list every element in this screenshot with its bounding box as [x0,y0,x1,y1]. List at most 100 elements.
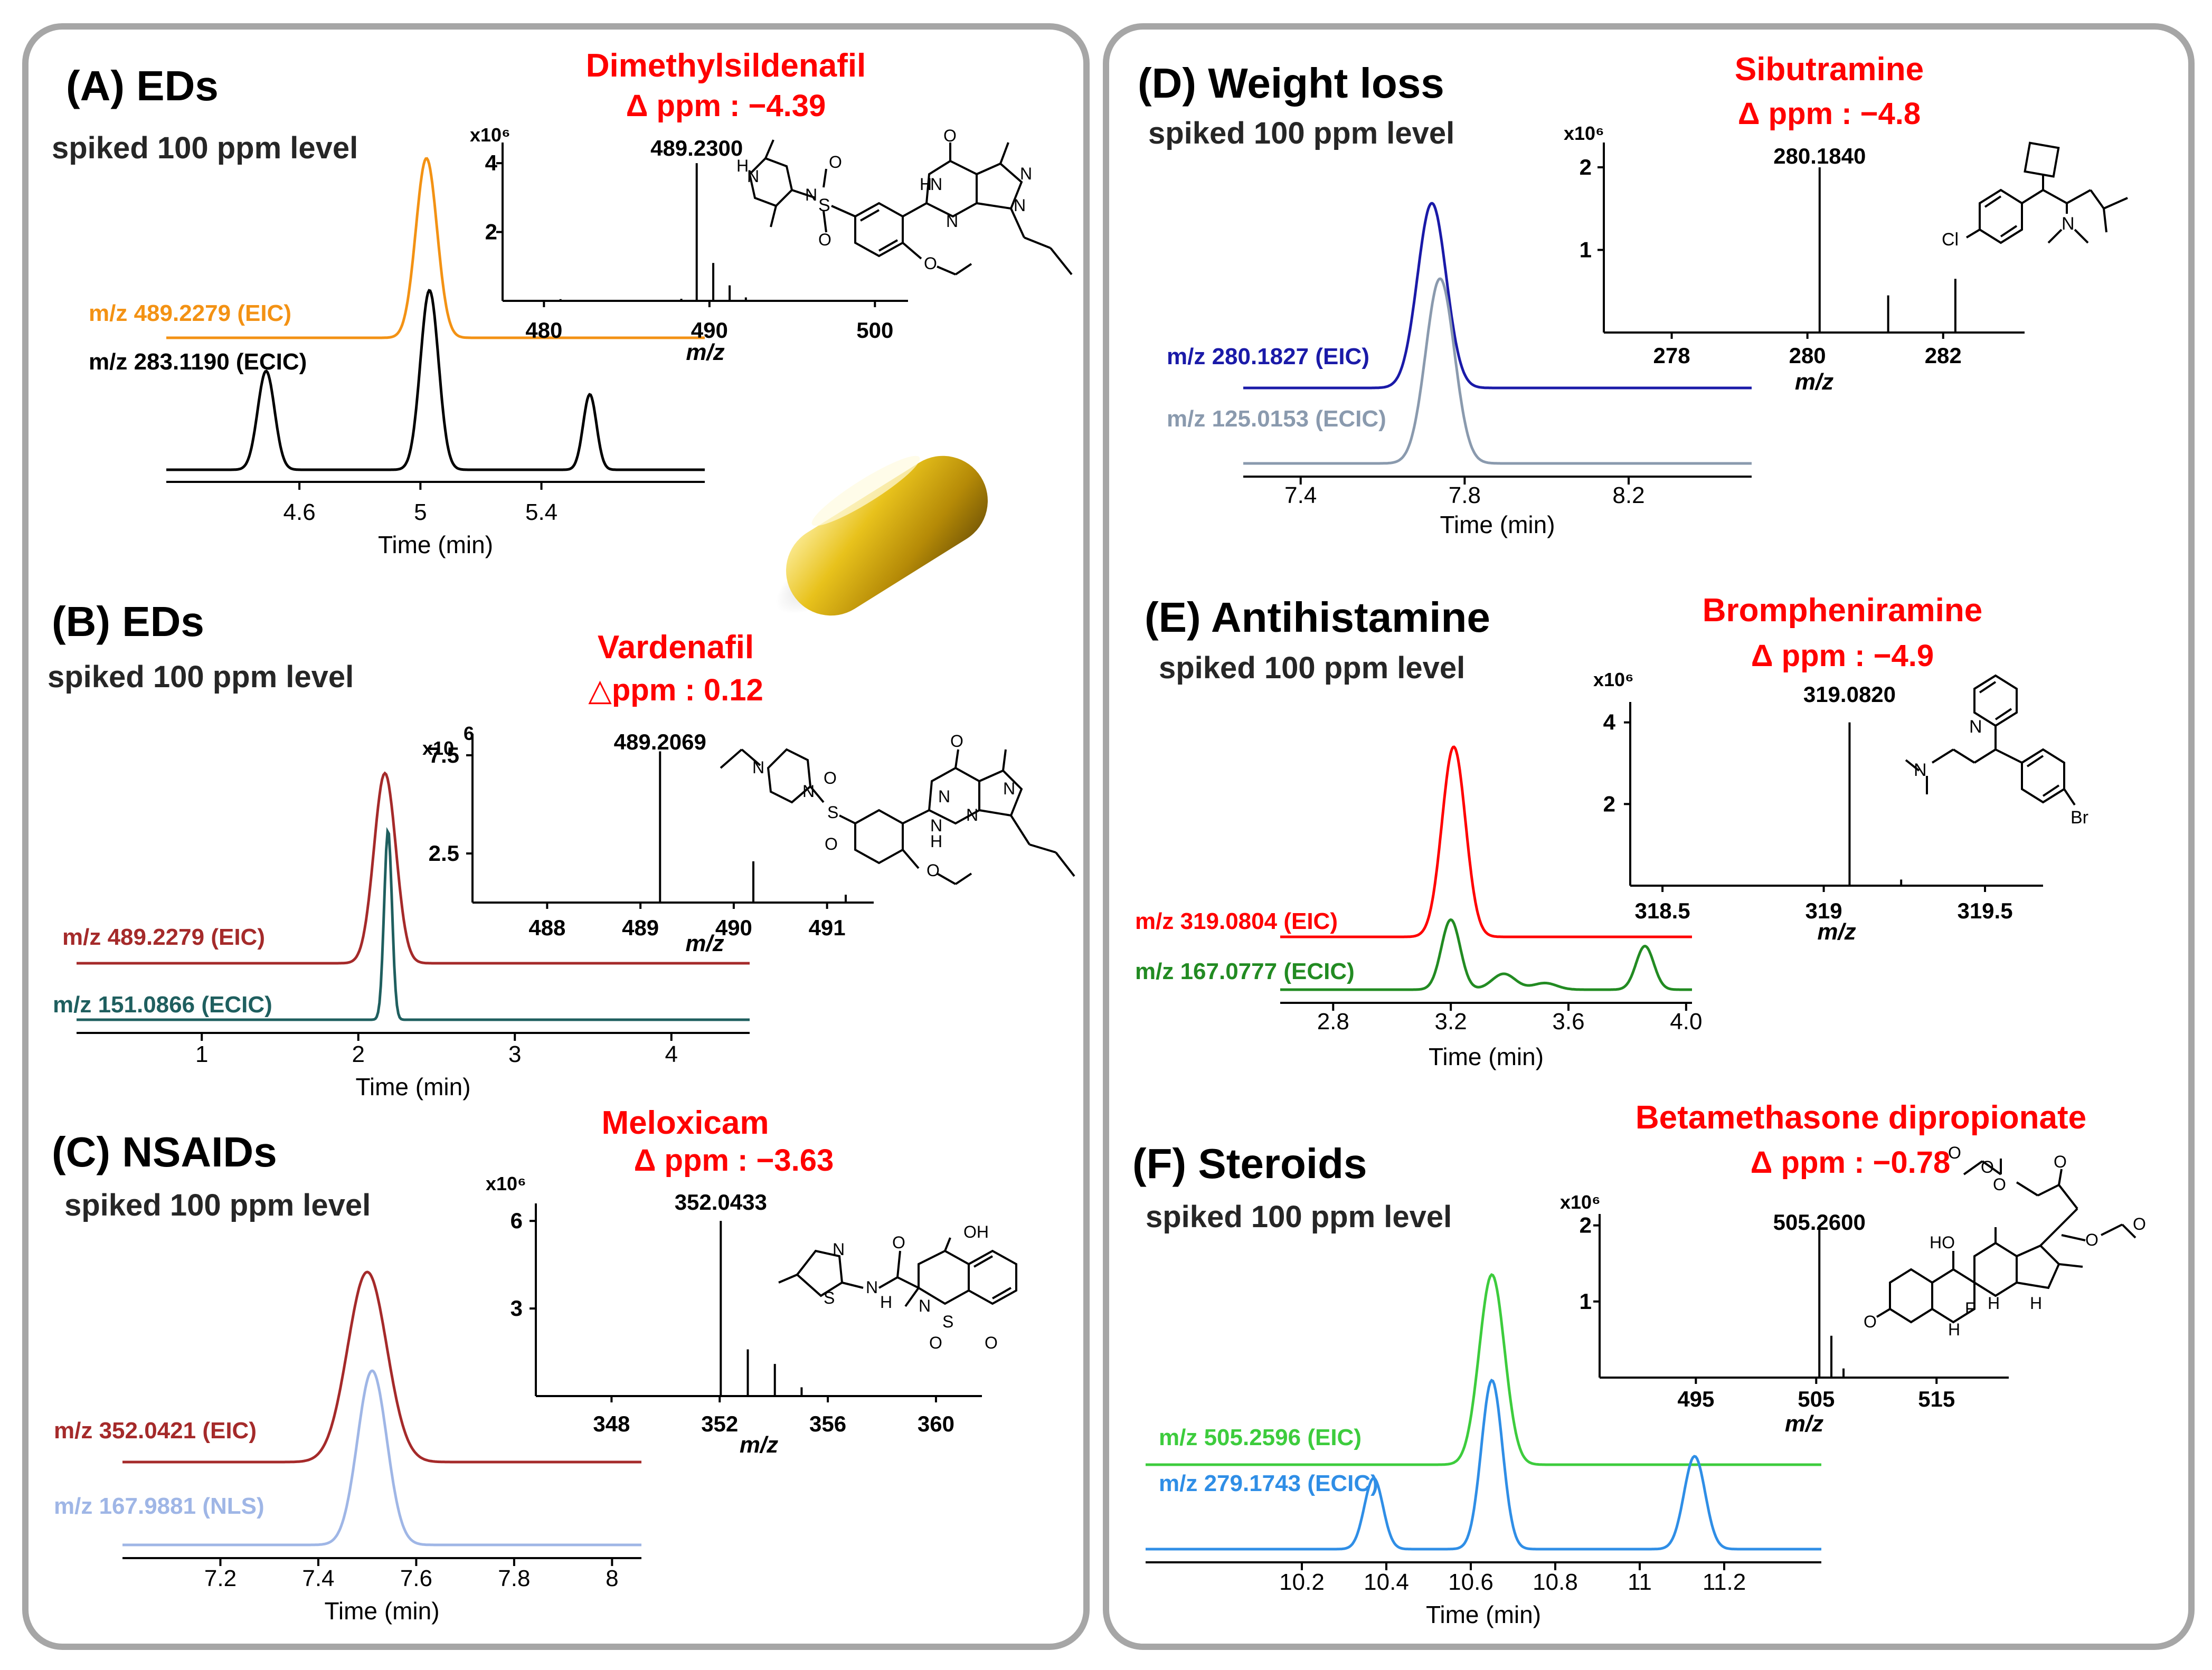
trace-ecic [1243,277,1752,465]
spectrum-x-tick-label: 318.5 [1635,898,1690,923]
panel-F: (F) Steroids spiked 100 ppm level Betame… [1132,1099,2086,1234]
x-tick-label: 2.8 [1317,1009,1349,1035]
x-tick-label: 10.4 [1364,1569,1409,1595]
panel-D: (D) Weight loss spiked 100 ppm level Sib… [1138,51,1924,150]
chromatogram: 2.8 3.2 3.6 4.0 Time (min) m/z 319.0804 (EIC)… [1135,745,1702,1070]
trace-ecic [1280,918,1692,991]
spectrum-x-tick-label: 319 [1805,898,1842,923]
delta-ppm: Δ ppm : −4.8 [1738,97,1921,131]
trace-label: m/z 319.0804 (EIC) [1135,908,1338,934]
trace-label: m/z 505.2596 (EIC) [1159,1425,1362,1450]
mass-spectrum: 348 352 356 360 3 6 352.0433 x10⁶ m/z [486,1173,982,1458]
atom-label: N [866,1278,878,1297]
spectrum-y-tick-label: 2 [1580,1213,1592,1238]
panel-C-charts: 7.2 7.4 7.6 7.8 8 Time (min) m/z 352.0421 (EIC… [54,1173,982,1625]
atom-label: O [927,861,940,880]
atom-label: O [2085,1230,2098,1249]
spectrum-x-tick-label: 352 [701,1411,738,1436]
atom-label: N [919,1296,931,1315]
panel-subtitle: spiked 100 ppm level [1146,1200,1452,1234]
delta-ppm: Δ ppm : −3.63 [634,1143,834,1178]
panel-subtitle: spiked 100 ppm level [64,1188,371,1222]
panel-E: (E) Antihistamine spiked 100 ppm level B… [1145,592,1982,685]
atom-label: HO [1930,1233,1955,1252]
atom-label: H [2030,1294,2042,1313]
panel-A: (A) EDs spiked 100 ppm level Dimethylsil… [52,48,866,165]
trace-ecic [77,827,750,1021]
spectrum-x-tick-label: 500 [856,318,893,343]
x-axis-label: Time (min) [1429,1043,1544,1070]
intensity-multiplier: x10⁶ [486,1173,526,1194]
panel-C: (C) NSAIDs spiked 100 ppm level Meloxica… [52,1105,834,1222]
panel-subtitle: spiked 100 ppm level [48,660,354,694]
atom-label: Br [2071,808,2088,828]
intensity-multiplier: x10⁶ [1560,1191,1601,1213]
compound-name: Betamethasone dipropionate [1636,1099,2086,1136]
x-axis-label: Time (min) [1440,511,1555,538]
spectrum-y-tick-label: 3 [511,1296,523,1321]
panel-subtitle: spiked 100 ppm level [1148,116,1454,150]
atom-label: S [827,803,838,822]
spectrum-x-tick-label: 282 [1925,343,1962,368]
spectrum-y-tick-label: 2 [1580,155,1592,179]
trace-label: m/z 151.0866 (ECIC) [53,992,272,1018]
atom-label: N [966,805,978,824]
atom-label: Cl [1942,230,1959,250]
intensity-multiplier: x10⁶ [1593,669,1634,690]
trace-label: m/z 283.1190 (ECIC) [89,349,307,375]
x-axis-label: Time (min) [378,531,493,558]
x-tick-label: 3.2 [1435,1009,1467,1035]
atom-label: N [802,782,815,801]
x-tick-label: 4.6 [283,499,316,525]
delta-ppm: Δ ppm : −0.78 [1751,1145,1951,1180]
spectrum-y-tick-label: 4 [1603,710,1616,735]
spectrum-x-tick-label: 278 [1653,343,1690,368]
spectrum-x-tick-label: 348 [593,1411,630,1436]
x-tick-label: 5.4 [525,499,557,525]
atom-label: N [1014,196,1026,215]
x-tick-label: 8 [606,1565,618,1591]
x-tick-label: 3 [508,1041,521,1067]
intensity-multiplier: x10⁶ [470,124,511,146]
trace-nls [122,1369,641,1546]
x-axis-label: Time (min) [324,1597,439,1625]
x-tick-label: 1 [195,1041,208,1067]
x-tick-label: 7.8 [1449,482,1481,508]
spectrum-x-tick-label: 319.5 [1957,898,2012,923]
x-tick-label: 10.2 [1279,1569,1325,1595]
mass-spectrum: 318.5 319 319.5 2 4 319.0820 x10⁶ m/z [1593,669,2043,945]
chromatogram: 7.4 7.8 8.2 Time (min) m/z 280.1827 (EIC) m/z… [1167,202,1752,538]
x-tick-label: 11 [1628,1569,1652,1595]
spectrum-x-tick-label: 515 [1918,1387,1955,1411]
structure-B: N N O S O O N N H N N O [720,732,1075,885]
panel-B-charts: 1 2 3 4 Time (min) m/z 489.2279 (EIC) m/z 151.… [53,723,874,1100]
spectrum-y-tick-label: 2 [1603,791,1615,816]
spectrum-y-tick-label: 2 [485,220,497,244]
compound-name: Brompheniramine [1703,592,1983,629]
mass-spectrum: 278 280 282 1 2 280.1840 x10⁶ m/z [1564,122,2025,395]
atom-label: H [880,1293,892,1312]
panel-D-charts: 7.4 7.8 8.2 Time (min) m/z 280.1827 (EIC) m/z… [1167,122,2025,538]
spectrum-y-tick-label: 1 [1580,237,1592,262]
trace-eic [77,771,750,965]
spectrum-x-tick-label: 489 [622,915,659,940]
atom-label: O [985,1333,998,1352]
spectrum-y-tick-label: 6 [511,1208,523,1233]
panel-subtitle: spiked 100 ppm level [1159,651,1465,685]
trace-label: m/z 167.9881 (NLS) [54,1493,264,1519]
trace-eic [1146,1273,1821,1466]
spectrum-x-axis-label: m/z [686,339,724,365]
panel-subtitle: spiked 100 ppm level [52,131,358,165]
spectrum-x-tick-label: 360 [918,1411,954,1436]
spectrum-x-tick-label: 490 [691,318,728,343]
structure-D: Cl N [1942,141,2128,250]
x-tick-label: 3.6 [1552,1009,1584,1035]
atom-label: N [747,167,759,186]
atom-label: OH [963,1222,989,1241]
trace-eic [122,1270,641,1464]
atom-label: O [829,153,842,172]
base-peak-label: 319.0820 [1803,682,1896,707]
x-tick-label: 5 [414,499,427,525]
intensity-multiplier: x10 [422,737,454,759]
